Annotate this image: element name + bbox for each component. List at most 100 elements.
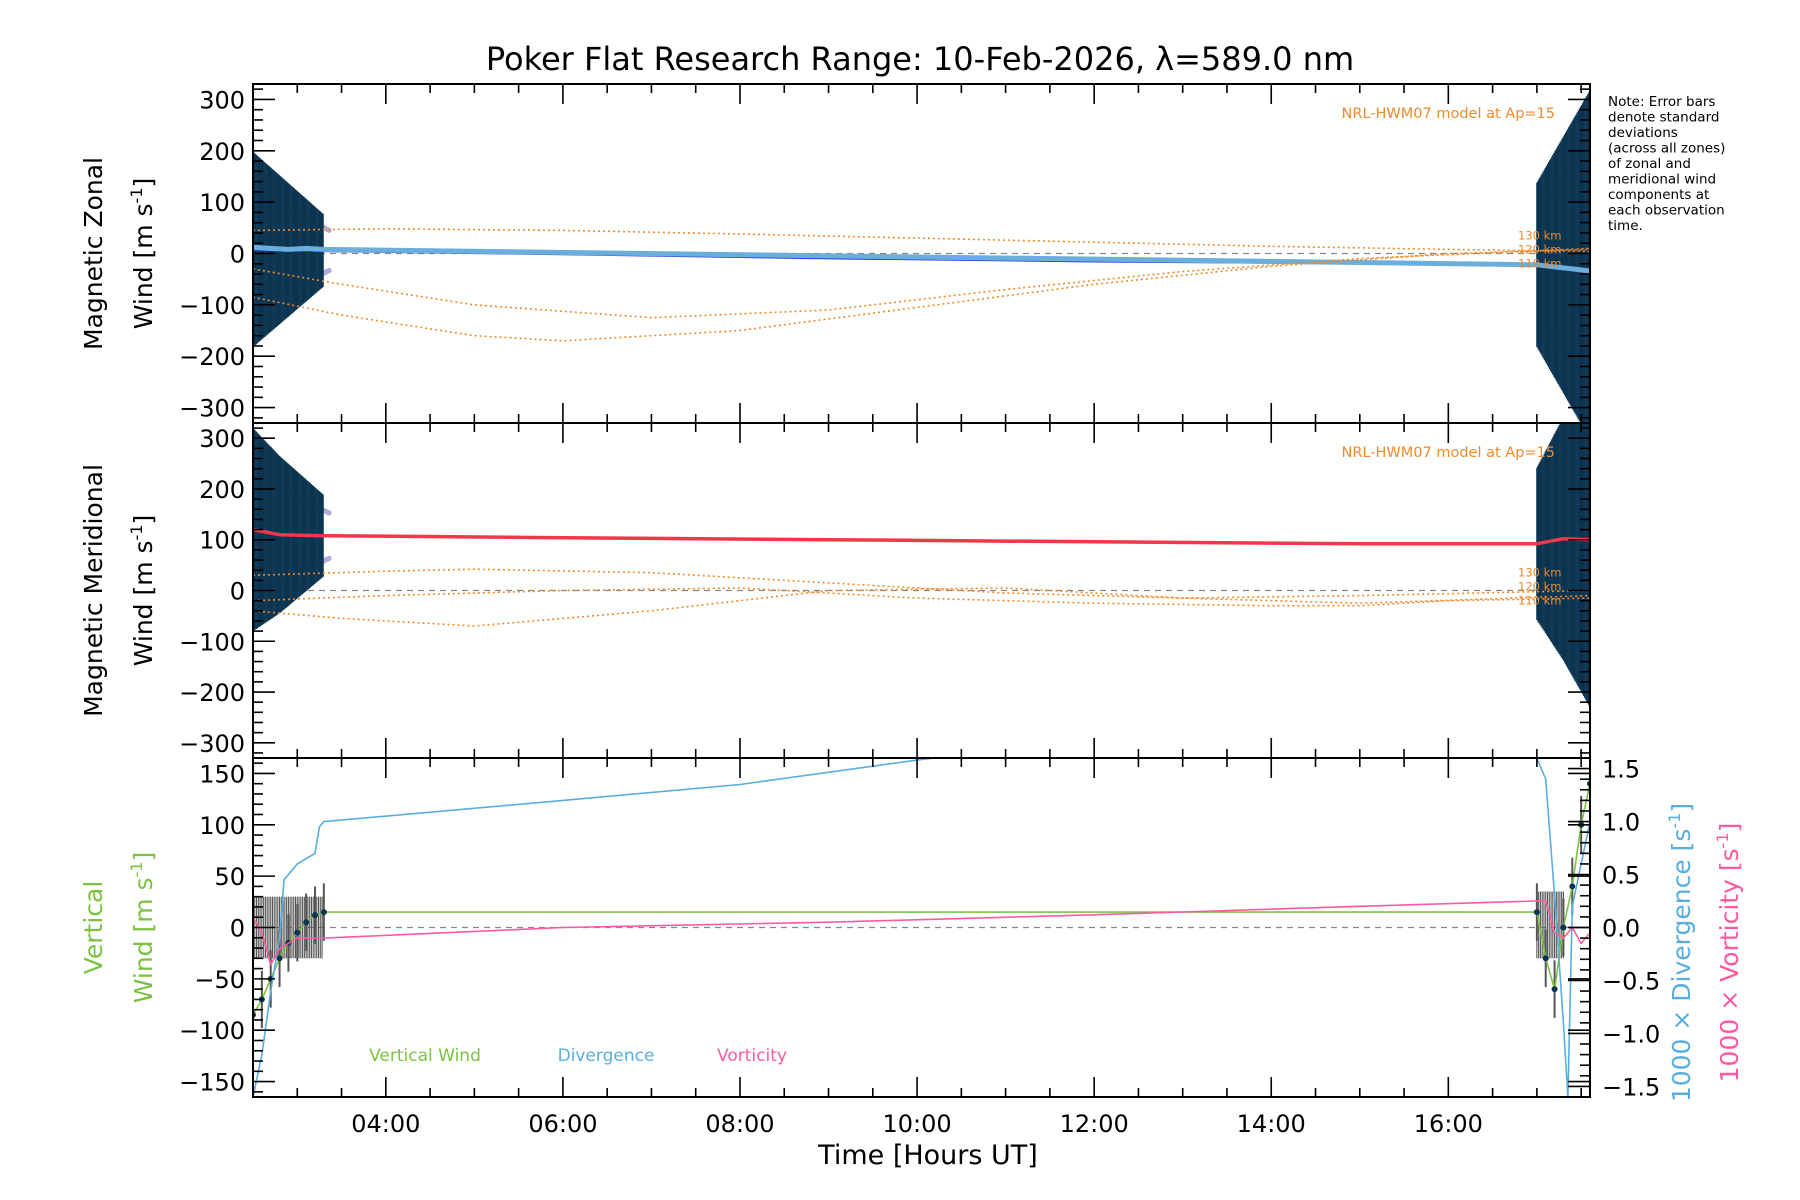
y-axis-label-vertical-line1: Vertical	[79, 881, 108, 975]
note-line: components at	[1608, 187, 1709, 203]
x-tick-label: 16:00	[1414, 1110, 1483, 1138]
series-vertical-wind	[253, 783, 1590, 1016]
y-tick-label: −200	[179, 343, 245, 371]
series-hwm07-110-km	[253, 587, 1590, 607]
legend-vorticity: Vorticity	[717, 1046, 787, 1066]
y-tick-label: −50	[194, 966, 245, 994]
legend-vertical-wind: Vertical Wind	[369, 1046, 481, 1066]
vertical-wind-point	[276, 955, 283, 962]
ylabel-text: Wind [m s	[129, 203, 158, 329]
ylabel-close: ]	[129, 515, 158, 525]
plot-area-zonal	[253, 92, 1595, 423]
y-tick-label: 0	[230, 578, 245, 606]
right-label-close: ]	[1715, 823, 1744, 833]
zone-point	[1590, 421, 1595, 426]
x-tick-label: 06:00	[528, 1110, 597, 1138]
altitude-label: 120 km	[1518, 580, 1561, 594]
y-tick-label: 200	[199, 476, 245, 504]
model-label: NRL-HWM07 model at Ap=15	[1342, 106, 1555, 122]
x-tick-label: 04:00	[351, 1110, 420, 1138]
y-tick-label: 200	[199, 138, 245, 166]
vertical-wind-point	[320, 909, 327, 916]
note-line: time.	[1608, 218, 1643, 234]
y-axis-label-meridional-line2: Wind [m s-1]	[127, 515, 158, 667]
y-tick-label: 100	[199, 812, 245, 840]
vertical-wind-point	[303, 919, 310, 926]
zone-point	[1590, 383, 1595, 388]
note-line: deviations	[1608, 125, 1678, 141]
right-y-tick-label: −1.5	[1602, 1073, 1660, 1101]
y-axis-label-zonal-line2: Wind [m s-1]	[127, 178, 158, 330]
ylabel-sup: -1	[127, 524, 146, 540]
note-line: each observation	[1608, 203, 1725, 219]
y-axis-label-vertical-line2: Wind [m s-1]	[127, 852, 158, 1004]
vertical-wind-point	[1533, 909, 1540, 916]
y-tick-label: 300	[199, 425, 245, 453]
vertical-wind-point	[311, 912, 318, 919]
y-tick-label: −100	[179, 628, 245, 656]
right-y-tick-label: 0.5	[1602, 862, 1640, 890]
series-hwm07-110-km	[253, 248, 1590, 342]
panel-zonal: 300 200 100 0 −100 −200 −300 Magnetic Zonal Wind…	[79, 83, 1595, 424]
y-tick-label: 50	[214, 863, 245, 891]
vertical-wind-point	[294, 929, 301, 936]
x-tick-label: 10:00	[882, 1110, 951, 1138]
ylabel-sup: -1	[127, 861, 146, 877]
zone-point	[326, 227, 332, 233]
chart-title: Poker Flat Research Range: 10-Feb-2026, …	[486, 40, 1354, 78]
right-label-text: 1000 × Divergence [s	[1667, 829, 1696, 1103]
altitude-label: 110 km	[1518, 594, 1561, 608]
series-vorticity	[253, 900, 1590, 966]
ylabel-text: Wind [m s	[129, 877, 158, 1003]
model-label: NRL-HWM07 model at Ap=15	[1342, 445, 1555, 461]
zone-point	[326, 267, 332, 274]
y-tick-label: −200	[179, 679, 245, 707]
zone-point	[326, 510, 332, 516]
series-hwm07-130-km	[253, 228, 1590, 253]
vertical-wind-point	[1569, 883, 1576, 890]
x-axis: 04:00 06:00 08:00 10:00 12:00 14:00 16:00	[351, 1110, 1483, 1138]
y-axis-label-meridional-line1: Magnetic Meridional	[79, 464, 108, 717]
series-divergence	[253, 758, 1590, 1097]
y-tick-label: −150	[179, 1069, 245, 1097]
series-zonal-wind-zone-avg-	[253, 244, 1590, 274]
ylabel-text: Wind [m s	[129, 540, 158, 666]
note-line: (across all zones)	[1608, 141, 1725, 157]
right-y-tick-label: 1.5	[1602, 756, 1640, 784]
x-tick-label: 14:00	[1237, 1110, 1306, 1138]
right-axis-label-vorticity: 1000 × Vorticity [s-1]	[1713, 823, 1744, 1083]
y-axis-label-zonal-line1: Magnetic Zonal	[79, 157, 108, 350]
vertical-wind-point	[1542, 955, 1549, 962]
y-tick-label: 0	[230, 915, 245, 943]
x-tick-label: 08:00	[705, 1110, 774, 1138]
y-tick-label: −300	[179, 395, 245, 423]
right-y-tick-label: −1.0	[1602, 1020, 1660, 1048]
series-hwm07-120-km	[253, 587, 1590, 627]
x-axis-label: Time [Hours UT]	[817, 1140, 1038, 1171]
vertical-wind-point	[1551, 986, 1558, 993]
y-tick-label: 300	[199, 86, 245, 114]
panel-meridional: 300 200 100 0 −100 −200 −300 Magnetic Meridiona…	[79, 421, 1595, 759]
right-label-close: ]	[1667, 803, 1696, 813]
ylabel-sup: -1	[127, 187, 146, 203]
note-line: Note: Error bars	[1608, 94, 1715, 110]
ylabel-close: ]	[129, 178, 158, 188]
y-tick-label: 100	[199, 527, 245, 555]
altitude-label: 110 km	[1518, 257, 1561, 271]
note-line: of zonal and	[1608, 156, 1691, 172]
altitude-label: 130 km	[1518, 566, 1561, 580]
series-hwm07-130-km	[253, 568, 1590, 599]
y-tick-label: 0	[230, 241, 245, 269]
right-label-sup: -1	[1665, 813, 1684, 829]
panels: 300 200 100 0 −100 −200 −300 Magnetic Zonal Wind…	[79, 83, 1744, 1103]
y-tick-label: −100	[179, 1017, 245, 1045]
right-label-sup: -1	[1713, 832, 1732, 848]
altitude-label: 120 km	[1518, 243, 1561, 257]
series-meridional-wind	[253, 527, 1590, 546]
legend-divergence: Divergence	[558, 1046, 655, 1066]
right-y-tick-label: 1.0	[1602, 809, 1640, 837]
vertical-wind-point	[1560, 924, 1567, 931]
ylabel-close: ]	[129, 852, 158, 862]
